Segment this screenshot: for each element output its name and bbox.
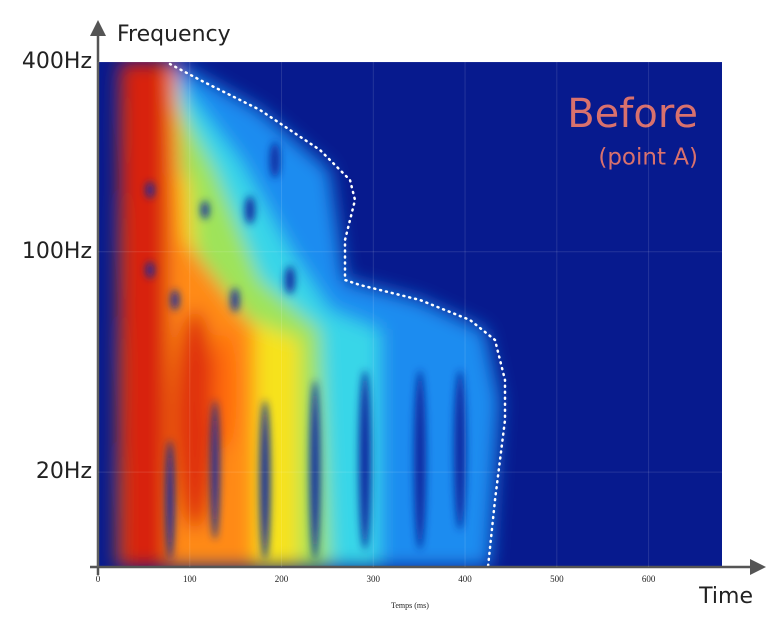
x-tick-label: 400: [458, 574, 472, 584]
annotation-title: Before: [567, 91, 698, 137]
x-tick-label: 200: [275, 574, 289, 584]
y-axis-title: Frequency: [117, 22, 231, 47]
x-tick-label: 500: [550, 574, 564, 584]
x-tick-label: 300: [367, 574, 381, 584]
annotation-subtitle: (point A): [598, 145, 698, 171]
y-tick-label: 400Hz: [22, 49, 92, 74]
y-axis-arrow: [90, 20, 106, 36]
spectrogram-image: [98, 62, 722, 567]
x-tick-label: 600: [642, 574, 656, 584]
y-tick-label: 100Hz: [22, 239, 92, 264]
x-axis-title: Time: [698, 584, 753, 609]
y-tick-label: 20Hz: [36, 459, 92, 484]
x-tick-label: 0: [96, 574, 101, 584]
x-caption: Temps (ms): [391, 601, 429, 610]
x-tick-label: 100: [183, 574, 197, 584]
x-axis-arrow: [750, 559, 766, 575]
